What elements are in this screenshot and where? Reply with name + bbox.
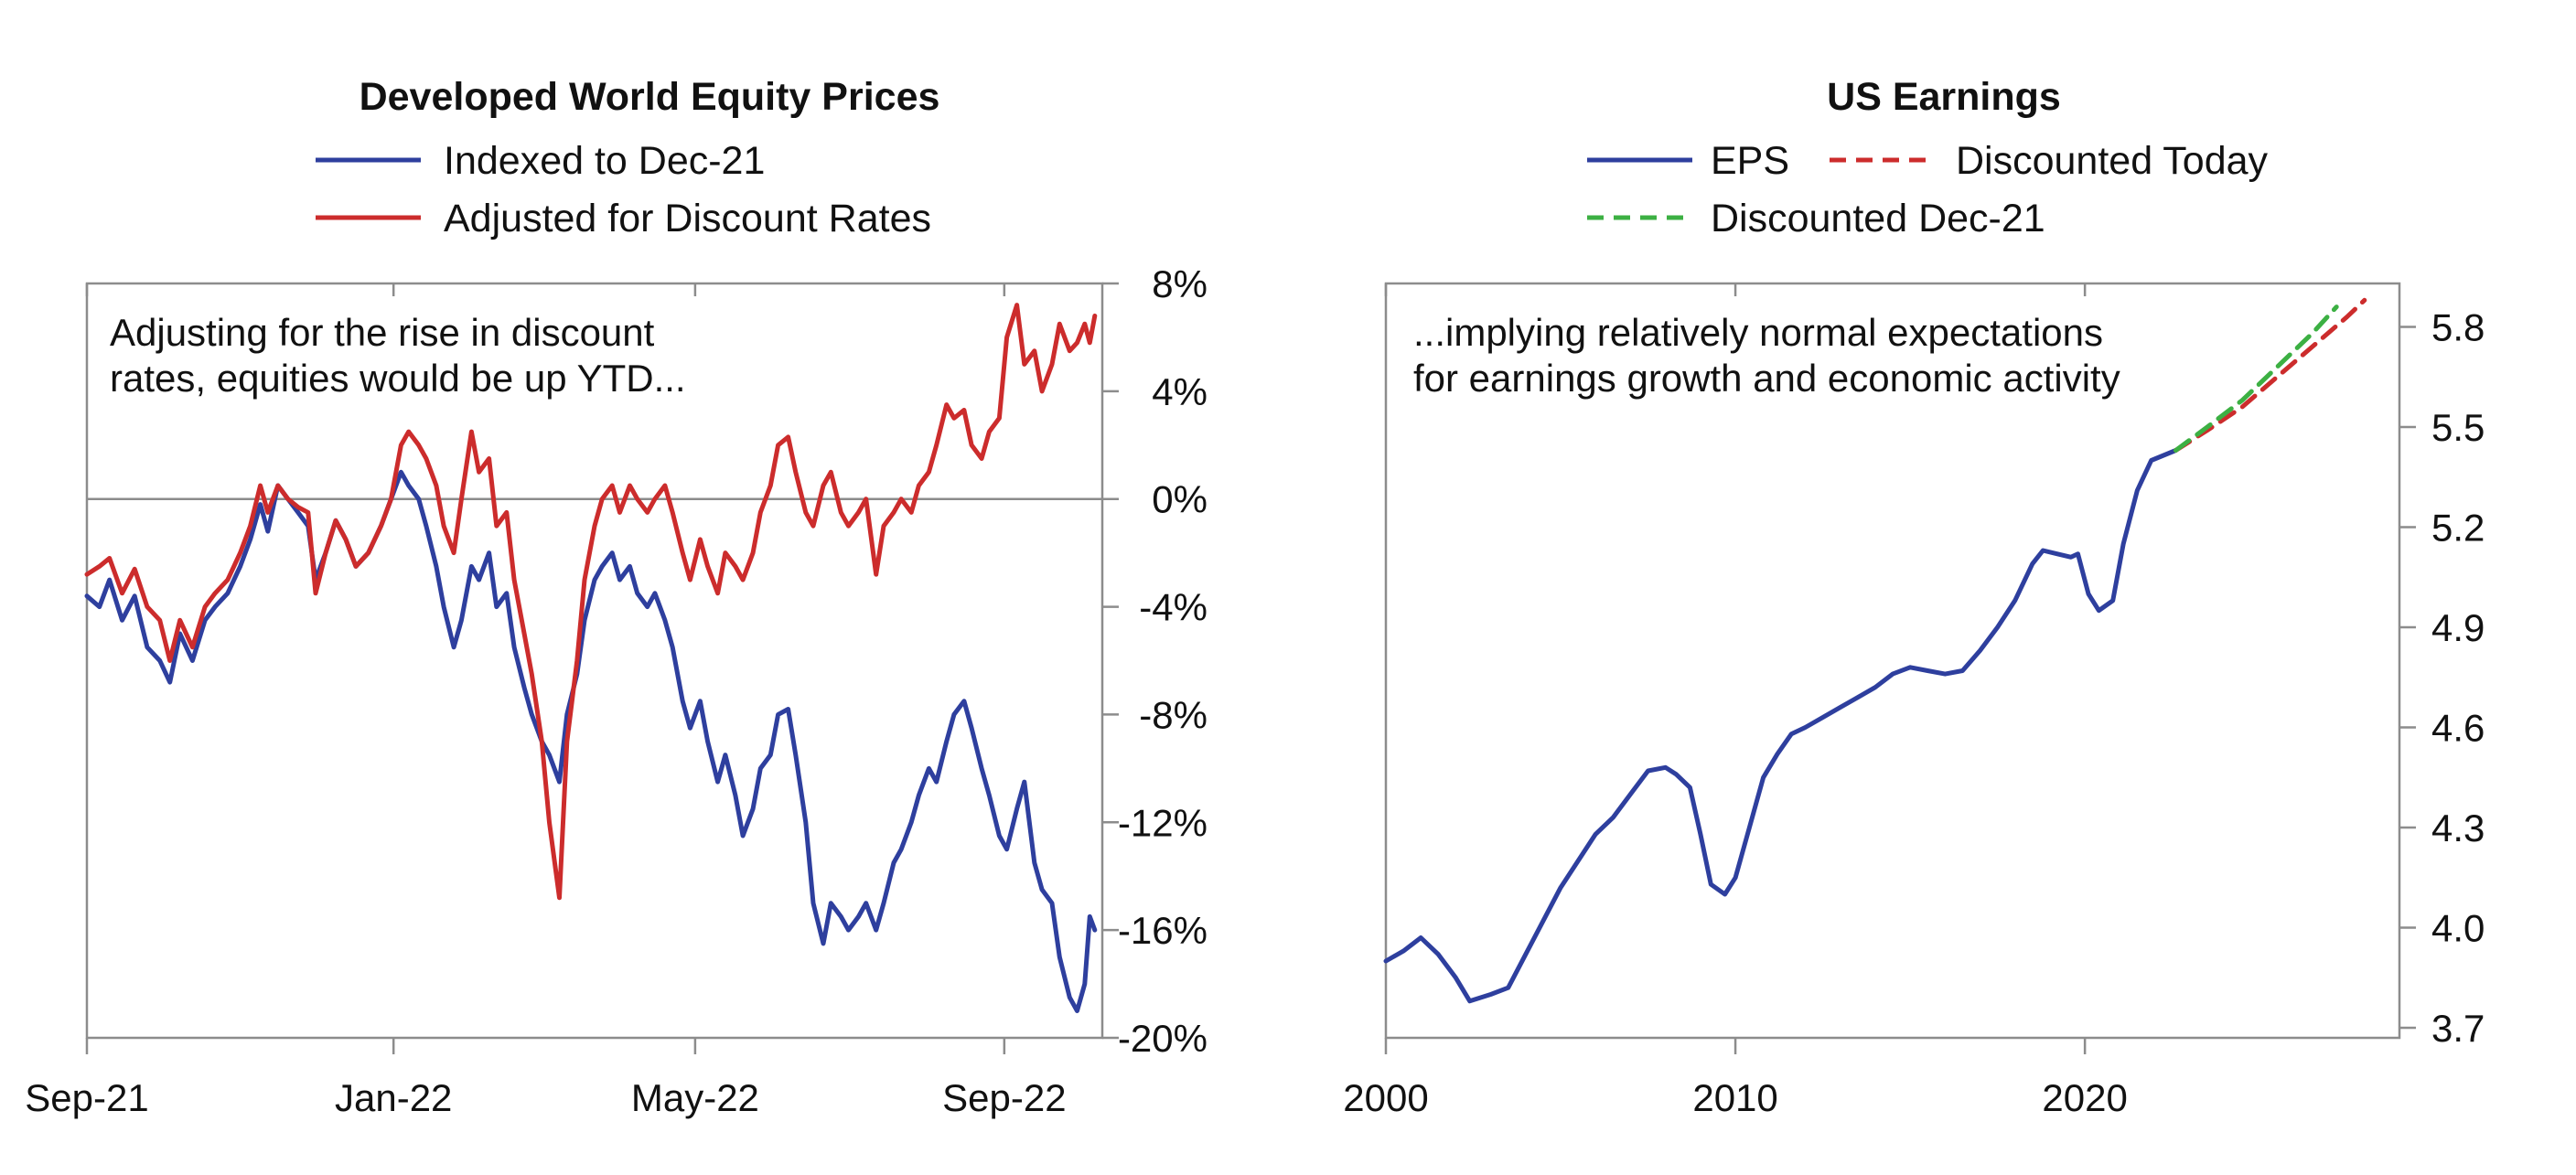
y-tick-label: 4.9 [2431, 606, 2485, 649]
chart-title: US Earnings [1827, 75, 2061, 119]
x-tick-label: Sep-21 [25, 1076, 148, 1119]
chart-annotation: ...implying relatively normal expectatio… [1413, 311, 2103, 354]
y-tick-label: 3.7 [2431, 1007, 2485, 1050]
y-tick-label: 4.6 [2431, 707, 2485, 750]
chart-panel-1: Developed World Equity Prices Indexed to … [25, 75, 1208, 1119]
y-tick-label: -4% [1139, 586, 1208, 629]
y-tick-label: 5.2 [2431, 506, 2485, 549]
y-tick-label: -8% [1139, 693, 1208, 736]
y-tick-label: 5.5 [2431, 406, 2485, 449]
plot-frame [1384, 282, 2401, 1040]
x-tick-label: Sep-22 [942, 1076, 1066, 1119]
x-tick-label: 2020 [2042, 1076, 2127, 1119]
plot-frame [85, 282, 1104, 1040]
series-line [2174, 304, 2339, 453]
x-tick-label: May-22 [631, 1076, 759, 1119]
y-tick-label: 5.8 [2431, 305, 2485, 348]
chart-annotation: for earnings growth and economic activit… [1413, 357, 2120, 400]
legend-label: Adjusted for Discount Rates [444, 197, 931, 240]
chart-title: Developed World Equity Prices [360, 75, 940, 119]
legend-label: Indexed to Dec-21 [444, 139, 765, 183]
legend-label: Discounted Today [1956, 139, 2269, 183]
chart-annotation: rates, equities would be up YTD... [110, 357, 686, 400]
y-tick-label: -12% [1118, 801, 1208, 844]
chart-annotation: Adjusting for the rise in discount [110, 311, 655, 354]
series-line [2174, 297, 2367, 453]
y-tick-label: 8% [1152, 262, 1208, 305]
x-tick-label: 2000 [1343, 1076, 1428, 1119]
chart-panel-2: US Earnings EPS Discounted Today Discounted… [1343, 75, 2485, 1119]
legend-label: EPS [1711, 139, 1789, 183]
series-line [1383, 448, 2178, 1004]
x-tick-label: Jan-22 [335, 1076, 452, 1119]
y-tick-label: 4.3 [2431, 806, 2485, 849]
legend-label: Discounted Dec-21 [1711, 197, 2045, 240]
y-tick-label: -16% [1118, 909, 1208, 952]
x-tick-label: 2010 [1692, 1076, 1777, 1119]
series-line [84, 303, 1098, 901]
y-tick-label: -20% [1118, 1017, 1208, 1060]
y-tick-label: 4.0 [2431, 907, 2485, 950]
y-tick-label: 0% [1152, 478, 1208, 521]
y-tick-label: 4% [1152, 370, 1208, 413]
